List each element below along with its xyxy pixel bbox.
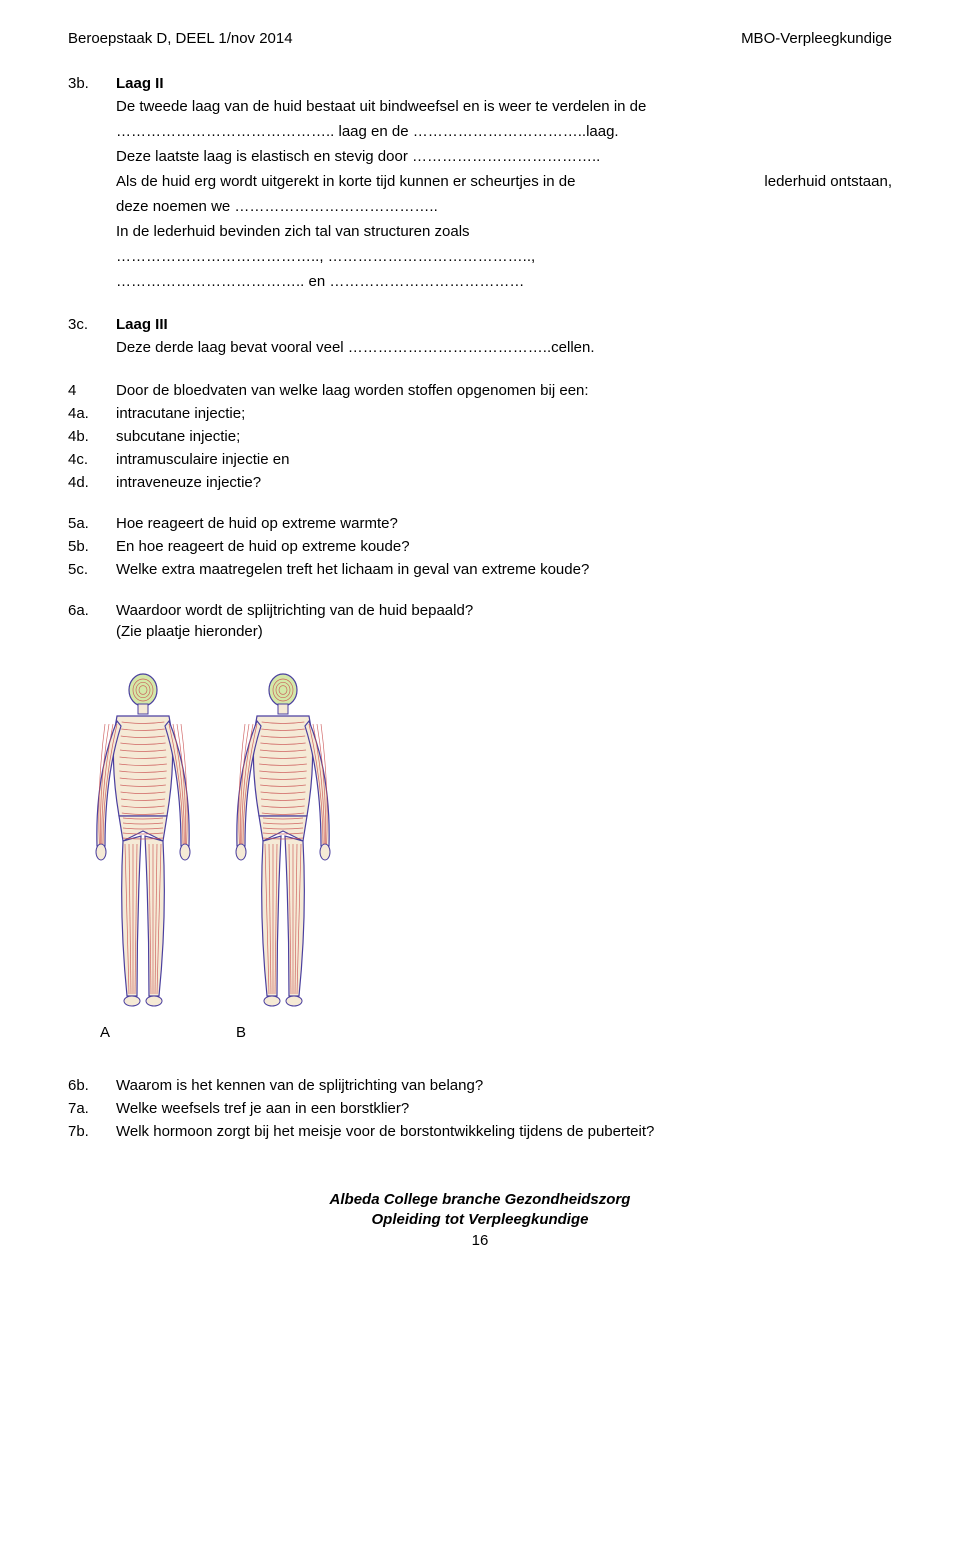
q3b-line7: ………………………………….., …………………………………..,	[116, 246, 892, 267]
q6a-body: Waardoor wordt de splijtrichting van de …	[116, 600, 892, 642]
q4a-text: intracutane injectie;	[116, 403, 892, 424]
question-5c-row: 5c. Welke extra maatregelen treft het li…	[68, 559, 892, 580]
question-5b-row: 5b. En hoe reageert de huid op extreme k…	[68, 536, 892, 557]
q3c-number: 3c.	[68, 314, 116, 335]
anatomy-diagram-icon	[68, 666, 368, 1016]
q6a-line2: (Zie plaatje hieronder)	[116, 621, 892, 642]
q3b-line4: Als de huid erg wordt uitgerekt in korte…	[116, 171, 892, 192]
question-7a-row: 7a. Welke weefsels tref je aan in een bo…	[68, 1098, 892, 1119]
q3b-number: 3b.	[68, 73, 116, 94]
q5a-number: 5a.	[68, 513, 116, 534]
q7b-number: 7b.	[68, 1121, 116, 1142]
q5b-number: 5b.	[68, 536, 116, 557]
q5c-text: Welke extra maatregelen treft het lichaa…	[116, 559, 892, 580]
q4c-text: intramusculaire injectie en	[116, 449, 892, 470]
question-4c-row: 4c. intramusculaire injectie en	[68, 449, 892, 470]
figure-label-b: B	[236, 1022, 246, 1043]
q4c-number: 4c.	[68, 449, 116, 470]
q4b-number: 4b.	[68, 426, 116, 447]
q5b-text: En hoe reageert de huid op extreme koude…	[116, 536, 892, 557]
q5a-text: Hoe reageert de huid op extreme warmte?	[116, 513, 892, 534]
q7b-text: Welk hormoon zorgt bij het meisje voor d…	[116, 1121, 892, 1142]
figure-label-a: A	[100, 1022, 110, 1043]
question-5a-row: 5a. Hoe reageert de huid op extreme warm…	[68, 513, 892, 534]
question-3c-row: 3c. Laag III	[68, 314, 892, 335]
q6b-number: 6b.	[68, 1075, 116, 1096]
q6a-line1: Waardoor wordt de splijtrichting van de …	[116, 600, 892, 621]
question-4a-row: 4a. intracutane injectie;	[68, 403, 892, 424]
question-7b-row: 7b. Welk hormoon zorgt bij het meisje vo…	[68, 1121, 892, 1142]
q3b-line4-pre: Als de huid erg wordt uitgerekt in korte…	[116, 171, 575, 192]
question-4-row: 4 Door de bloedvaten van welke laag word…	[68, 380, 892, 401]
q4-number: 4	[68, 380, 116, 401]
q3b-body: De tweede laag van de huid bestaat uit b…	[116, 96, 892, 292]
q5c-number: 5c.	[68, 559, 116, 580]
figure-labels: A B	[100, 1022, 892, 1043]
q3b-line4-suf: lederhuid ontstaan,	[764, 171, 892, 192]
page-number: 16	[68, 1231, 892, 1251]
q7a-number: 7a.	[68, 1098, 116, 1119]
question-3b-row: 3b. Laag II	[68, 73, 892, 94]
question-6a-row: 6a. Waardoor wordt de splijtrichting van…	[68, 600, 892, 642]
q6b-text: Waarom is het kennen van de splijtrichti…	[116, 1075, 892, 1096]
question-4b-row: 4b. subcutane injectie;	[68, 426, 892, 447]
q4d-number: 4d.	[68, 472, 116, 493]
footer-line1: Albeda College branche Gezondheidszorg	[68, 1190, 892, 1210]
q3b-line3: Deze laatste laag is elastisch en stevig…	[116, 146, 892, 167]
q3b-line2: …………………………………….. laag en de …………………………….…	[116, 121, 892, 142]
footer-line2: Opleiding tot Verpleegkundige	[68, 1210, 892, 1230]
q4a-number: 4a.	[68, 403, 116, 424]
question-6b-row: 6b. Waarom is het kennen van de splijtri…	[68, 1075, 892, 1096]
q3c-title: Laag III	[116, 314, 892, 335]
q6a-number: 6a.	[68, 600, 116, 642]
q3b-line1: De tweede laag van de huid bestaat uit b…	[116, 96, 892, 117]
page-footer: Albeda College branche Gezondheidszorg O…	[68, 1190, 892, 1251]
q3b-line5: deze noemen we …………………………………..	[116, 196, 892, 217]
q3b-title: Laag II	[116, 73, 892, 94]
anatomy-figure: A B	[68, 666, 892, 1043]
q3b-line6: In de lederhuid bevinden zich tal van st…	[116, 221, 892, 242]
header-right: MBO-Verpleegkundige	[741, 28, 892, 49]
q3c-body: Deze derde laag bevat vooral veel …………………	[116, 337, 892, 358]
q4d-text: intraveneuze injectie?	[116, 472, 892, 493]
q3c-line1: Deze derde laag bevat vooral veel …………………	[116, 337, 892, 358]
q3b-line8: ……………………………….. en …………………………………	[116, 271, 892, 292]
page-header: Beroepstaak D, DEEL 1/nov 2014 MBO-Verpl…	[68, 28, 892, 49]
q4b-text: subcutane injectie;	[116, 426, 892, 447]
q4-text: Door de bloedvaten van welke laag worden…	[116, 380, 892, 401]
q7a-text: Welke weefsels tref je aan in een borstk…	[116, 1098, 892, 1119]
question-4d-row: 4d. intraveneuze injectie?	[68, 472, 892, 493]
header-left: Beroepstaak D, DEEL 1/nov 2014	[68, 28, 293, 49]
